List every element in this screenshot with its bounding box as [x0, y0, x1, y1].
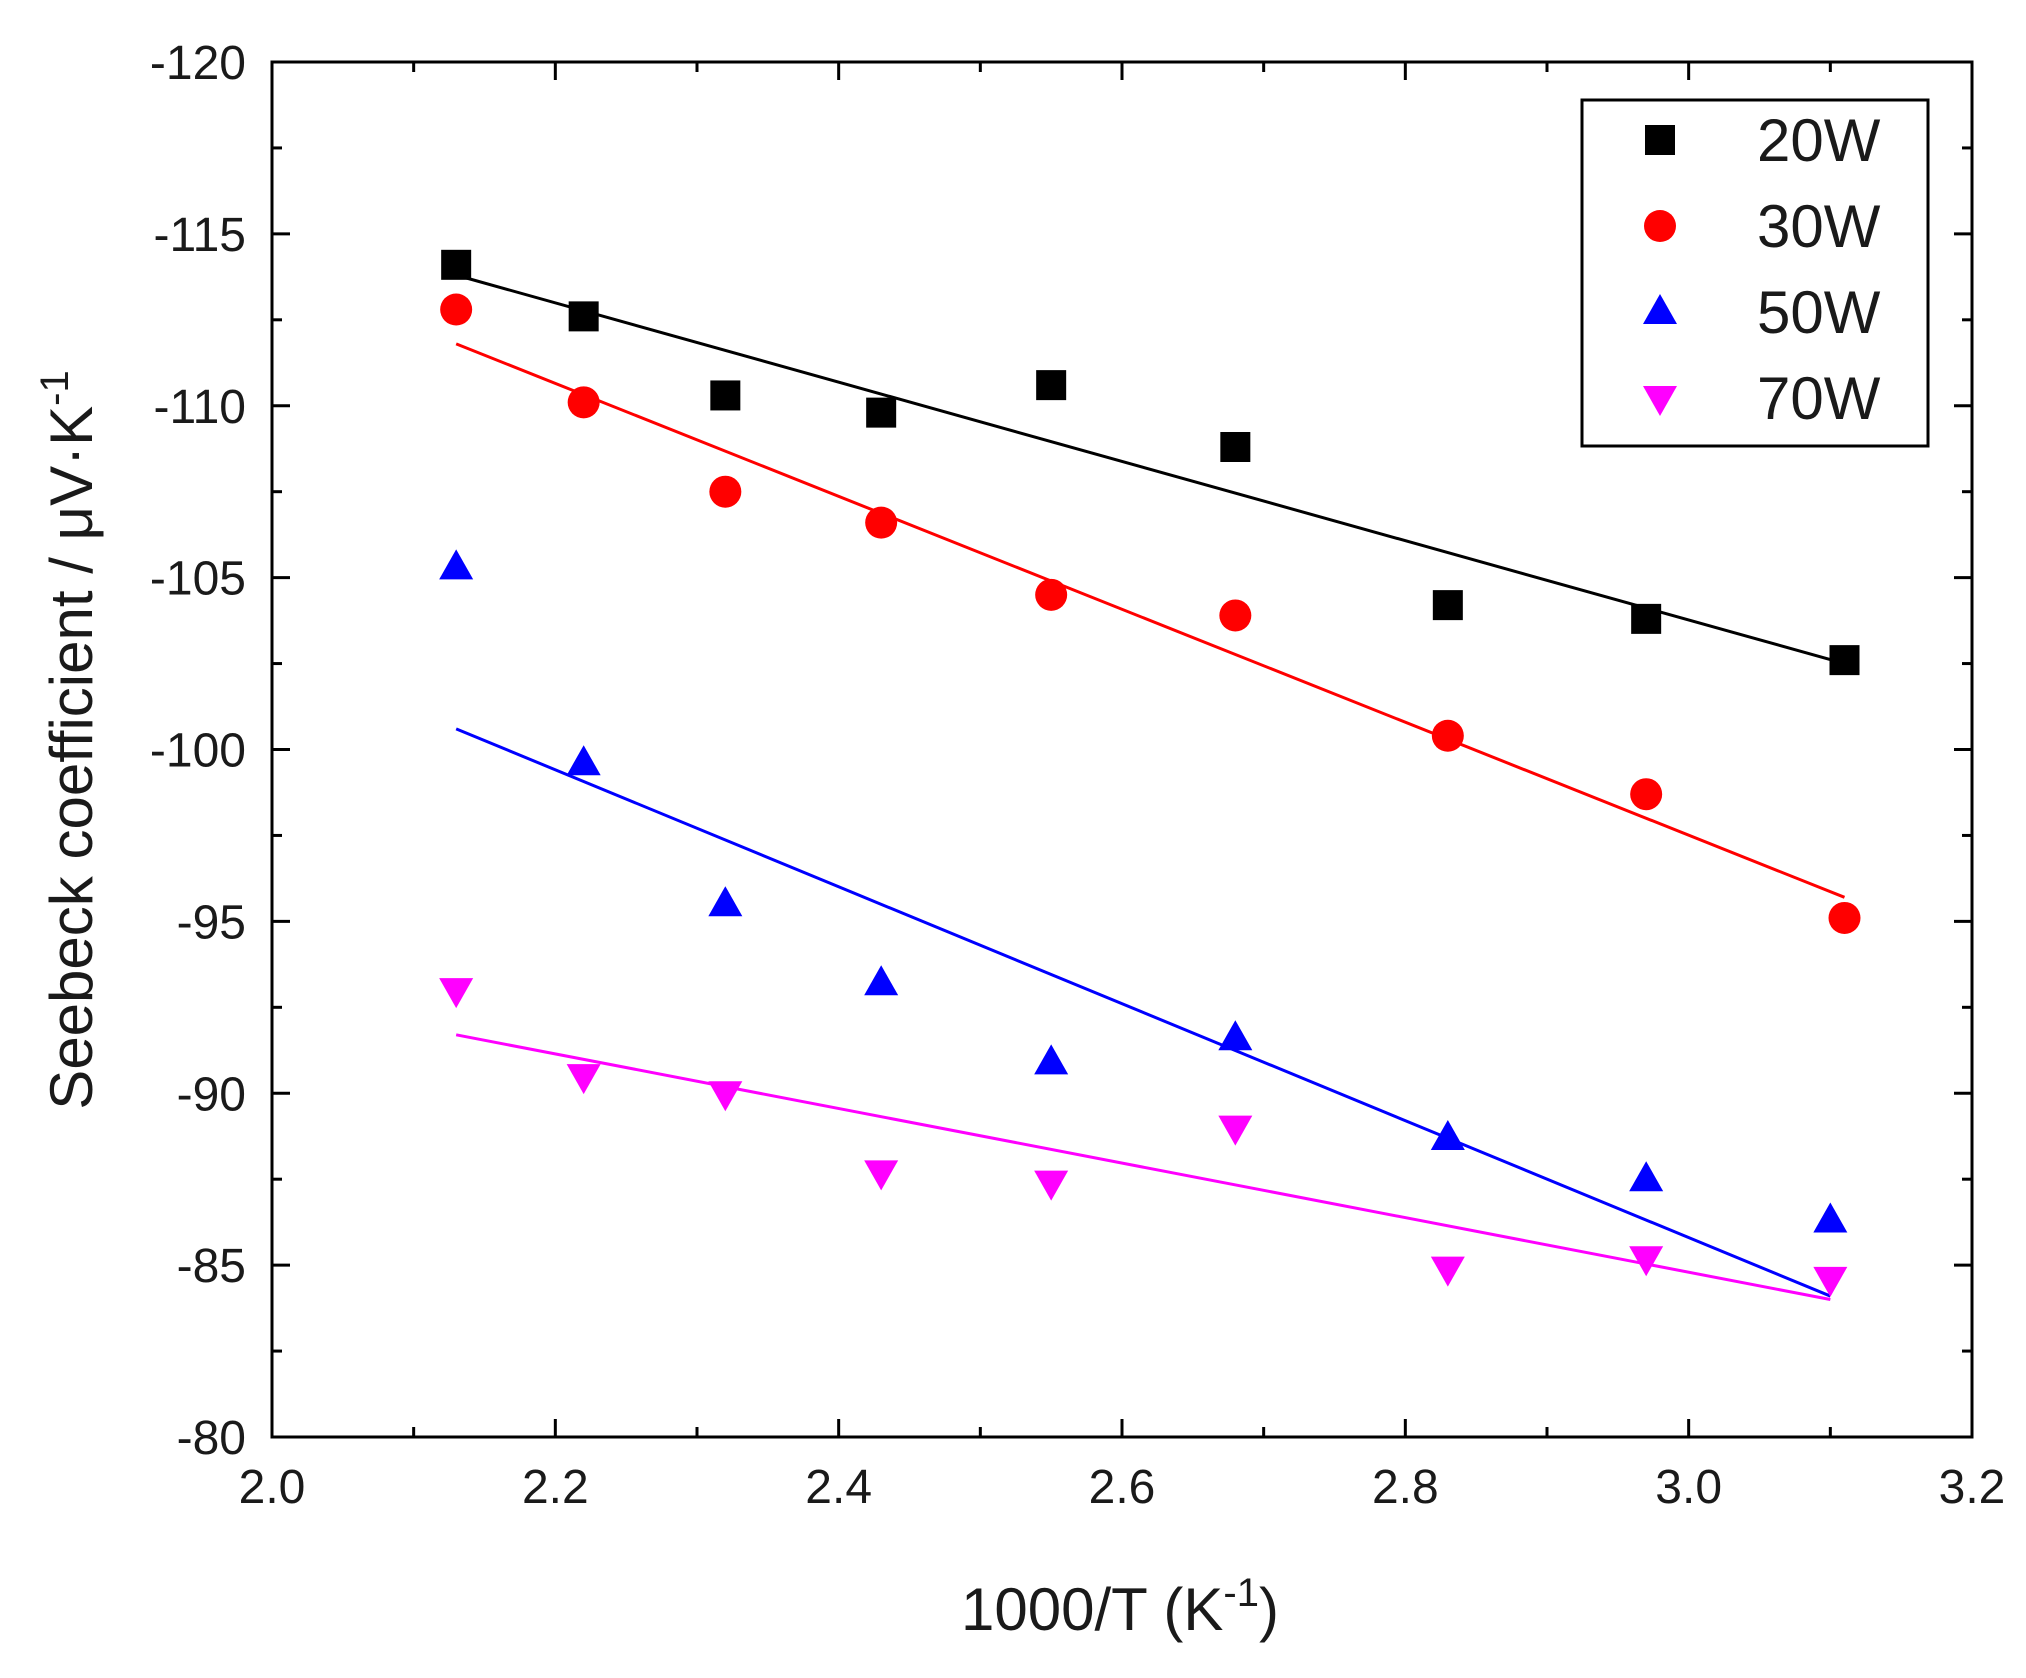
data-point-30W-3 [709, 475, 742, 508]
data-point-20W-7 [1432, 590, 1463, 621]
data-point-50W-5 [1034, 1044, 1069, 1075]
y-tick-label: -90 [177, 1068, 246, 1121]
legend-marker-50W [1643, 294, 1677, 324]
fit-lines [455, 273, 1846, 1301]
legend-marker-20W [1645, 125, 1675, 155]
data-point-30W-8 [1630, 778, 1663, 811]
data-point-50W-6 [1218, 1020, 1253, 1051]
x-axis-title-end: ) [1259, 1576, 1279, 1643]
data-point-50W-2 [566, 745, 601, 776]
data-point-20W-5 [1036, 370, 1067, 401]
data-point-30W-9 [1828, 901, 1861, 934]
data-point-70W-4 [864, 1160, 899, 1191]
fit-line-20W [455, 273, 1845, 666]
legend-marker-30W [1644, 210, 1676, 242]
legend-label-30W: 30W [1757, 193, 1881, 260]
data-point-50W-3 [708, 886, 743, 917]
data-point-50W-9 [1813, 1202, 1848, 1233]
data-point-70W-3 [708, 1081, 743, 1112]
data-point-30W-2 [567, 386, 600, 419]
data-point-70W-8 [1629, 1246, 1664, 1277]
y-axis-title-superscript: -1 [33, 370, 77, 406]
x-tick-label: 2.0 [239, 1461, 306, 1514]
legend-label-70W: 70W [1757, 365, 1881, 432]
data-point-70W-1 [439, 978, 474, 1009]
data-points [439, 249, 1861, 1297]
x-tick-label: 2.6 [1089, 1461, 1156, 1514]
y-tick-label: -105 [150, 553, 246, 606]
data-point-30W-4 [865, 506, 898, 539]
x-tick-label: 3.2 [1939, 1461, 2006, 1514]
x-axis-title-superscript: -1 [1223, 1571, 1259, 1615]
data-point-70W-7 [1430, 1256, 1465, 1287]
y-tick-label: -115 [153, 209, 246, 262]
legend-marker-70W [1643, 386, 1677, 416]
x-tick-label: 2.8 [1372, 1461, 1439, 1514]
data-point-20W-3 [710, 380, 741, 411]
data-point-70W-2 [566, 1064, 601, 1095]
data-point-20W-8 [1631, 603, 1662, 634]
data-point-70W-9 [1813, 1266, 1848, 1297]
fit-line-70W [455, 1033, 1831, 1301]
data-point-70W-5 [1034, 1170, 1069, 1201]
y-tick-label: -120 [150, 37, 246, 90]
data-point-20W-4 [866, 397, 897, 428]
y-tick-label: -110 [153, 381, 246, 434]
fit-line-50W [455, 727, 1831, 1298]
data-point-30W-7 [1431, 719, 1464, 752]
fit-line-30W [455, 342, 1846, 899]
x-tick-label: 2.4 [805, 1461, 872, 1514]
data-point-30W-6 [1219, 599, 1252, 632]
data-point-30W-1 [440, 293, 473, 326]
legend-box [1580, 98, 1930, 448]
data-point-20W-1 [441, 249, 472, 280]
data-point-50W-4 [864, 965, 899, 996]
data-point-30W-5 [1035, 578, 1068, 611]
data-point-20W-2 [568, 301, 599, 332]
y-tick-label: -85 [177, 1240, 246, 1293]
data-point-70W-6 [1218, 1115, 1253, 1146]
data-point-20W-9 [1829, 645, 1860, 676]
legend-label-50W: 50W [1757, 279, 1881, 346]
data-point-20W-6 [1220, 432, 1251, 462]
x-tick-label: 2.2 [522, 1461, 589, 1514]
x-axis-title: 1000/T (K-1) [961, 1571, 1279, 1643]
data-point-50W-7 [1430, 1119, 1465, 1150]
ticks: 2.0 2.2 2.4 2.6 2.8 3.0 3.2 -80 -85 -90 -95 -100 -10… [150, 37, 2005, 1514]
y-axis-title: Seebeck coefficient / μV·K-1 [33, 370, 105, 1109]
y-tick-label: -100 [150, 725, 246, 778]
legend: 20W 30W 50W 70W [1580, 98, 1930, 448]
y-tick-label: -80 [177, 1412, 246, 1465]
legend-label-20W: 20W [1757, 107, 1881, 174]
x-tick-label: 3.0 [1655, 1461, 1722, 1514]
y-tick-label: -95 [177, 896, 246, 949]
data-point-50W-8 [1629, 1161, 1664, 1192]
data-point-50W-1 [439, 549, 474, 580]
